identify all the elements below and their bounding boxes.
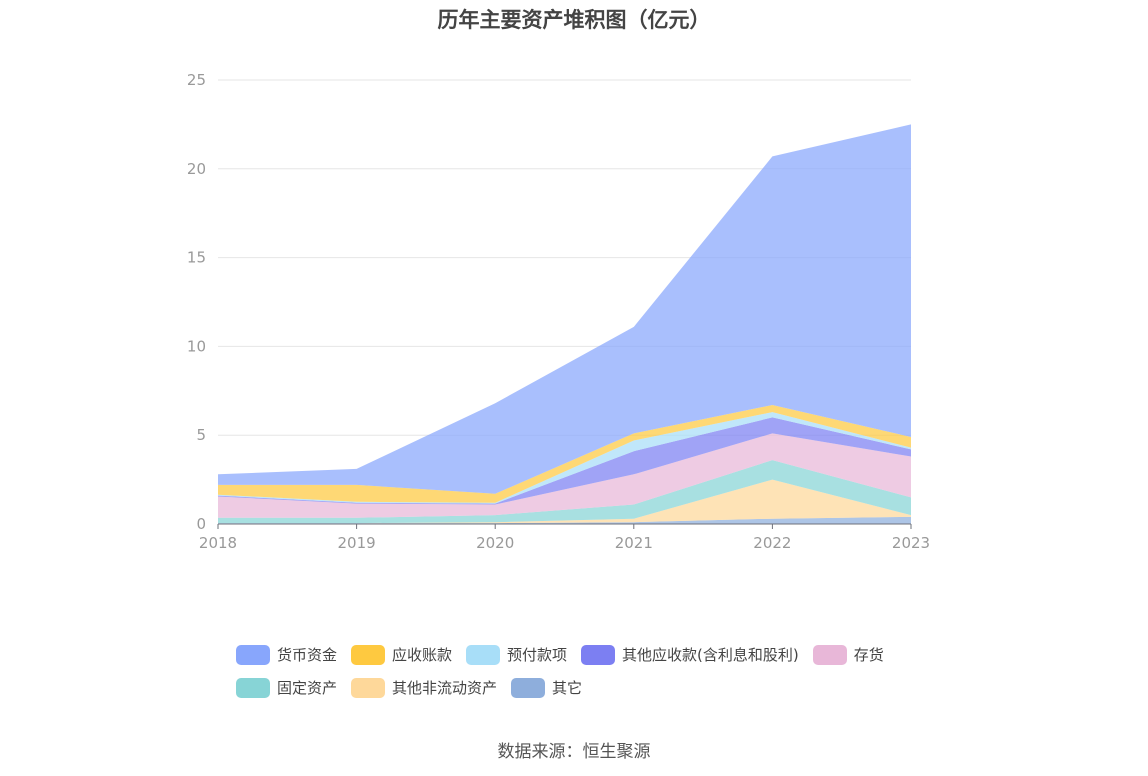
legend-swatch-other-noncurrent — [351, 677, 386, 698]
x-tick-label: 2021 — [615, 534, 653, 552]
legend-label-inventory: 存货 — [853, 646, 884, 664]
y-tick-label: 0 — [196, 515, 206, 533]
x-tick-label: 2023 — [892, 534, 930, 552]
legend-swatch-receivables — [351, 644, 386, 665]
legend-item-inventory[interactable]: 存货 — [812, 644, 884, 665]
legend-swatch-other-receivables — [581, 644, 616, 665]
legend-swatch-other — [511, 677, 546, 698]
x-tick-label: 2018 — [199, 534, 237, 552]
legend-swatch-cash — [236, 644, 270, 665]
data-source-note: 数据来源：恒生聚源 — [497, 742, 651, 762]
area-series — [218, 460, 911, 524]
legend-item-cash[interactable]: 货币资金 — [236, 644, 337, 665]
y-tick-label: 5 — [196, 426, 206, 444]
y-tick-label: 25 — [187, 71, 206, 89]
stacked-area-chart: 0 5 10 15 20 25 2018 2019 2020 2021 2022 2023 — [187, 71, 930, 552]
legend-label-receivables: 应收账款 — [392, 646, 453, 664]
legend-item-other-noncurrent[interactable]: 其他非流动资产 — [351, 677, 497, 698]
legend-label-fixed-assets: 固定资产 — [277, 679, 338, 697]
area-series — [218, 433, 911, 518]
legend-swatch-fixed-assets — [236, 677, 270, 698]
chart-legend: 货币资金 应收账款 预付款项 其他应收款(含利息和股利) 存货 固定资产 其他非… — [236, 638, 936, 704]
area-series — [218, 516, 911, 524]
area-series — [218, 124, 911, 494]
legend-row-2: 固定资产 其他非流动资产 其它 — [236, 671, 936, 704]
legend-item-other-receivables[interactable]: 其他应收款(含利息和股利) — [581, 644, 799, 665]
legend-label-other: 其它 — [552, 679, 583, 697]
legend-swatch-prepayments — [466, 644, 501, 665]
legend-label-other-noncurrent: 其他非流动资产 — [392, 679, 498, 697]
legend-row-1: 货币资金 应收账款 预付款项 其他应收款(含利息和股利) 存货 — [236, 638, 936, 671]
legend-item-fixed-assets[interactable]: 固定资产 — [236, 677, 337, 698]
legend-label-prepayments: 预付款项 — [507, 646, 568, 664]
area-series — [218, 405, 911, 503]
legend-label-other-receivables: 其他应收款(含利息和股利) — [622, 646, 799, 664]
legend-item-prepayments[interactable]: 预付款项 — [466, 644, 567, 665]
y-tick-label: 20 — [187, 160, 206, 178]
x-tick-label: 2022 — [753, 534, 791, 552]
area-series — [218, 479, 911, 524]
y-tick-label: 10 — [187, 337, 206, 355]
legend-item-receivables[interactable]: 应收账款 — [351, 644, 452, 665]
legend-swatch-inventory — [812, 644, 847, 665]
x-tick-label: 2020 — [476, 534, 514, 552]
x-tick-label: 2019 — [338, 534, 376, 552]
legend-item-other[interactable]: 其它 — [511, 677, 582, 698]
area-series — [218, 417, 911, 505]
legend-label-cash: 货币资金 — [277, 646, 338, 664]
chart-title: 历年主要资产堆积图（亿元） — [437, 8, 711, 32]
y-tick-label: 15 — [187, 249, 206, 267]
